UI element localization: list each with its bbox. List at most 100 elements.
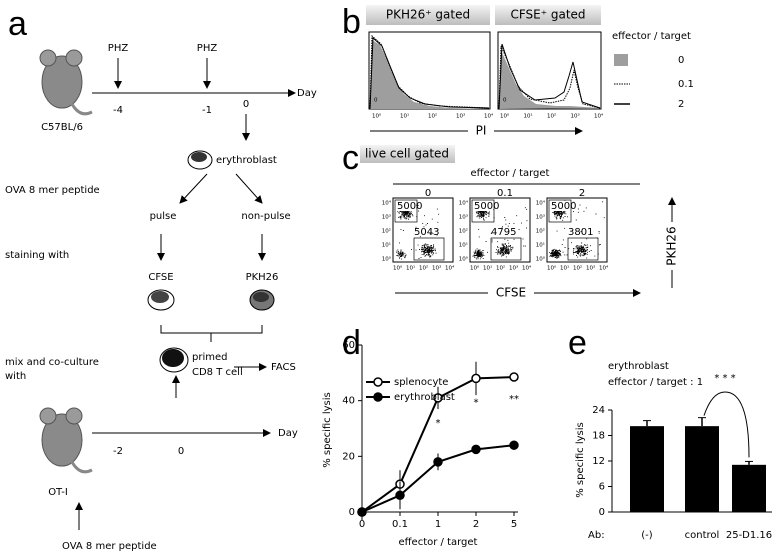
y-tick-label: 24	[592, 405, 605, 416]
x-tick-label: 10³	[586, 265, 595, 272]
x-tick-label: 0.1	[392, 519, 408, 530]
ratio-label: 2	[579, 188, 585, 199]
plot-frame	[469, 197, 531, 263]
y-tick-label: 10²	[382, 228, 391, 235]
header-box	[360, 145, 455, 163]
arrow	[179, 173, 208, 204]
x-tick-label: 10¹	[406, 265, 415, 272]
panel-label: c	[342, 139, 359, 177]
significance: * * *	[714, 373, 735, 384]
y-tick-label: 10⁰	[536, 256, 546, 263]
ratio-label: 0.1	[497, 188, 513, 199]
label-bg	[664, 222, 680, 270]
gate-count: 5000	[551, 201, 576, 212]
gate-header: PKH26⁺ gated	[386, 8, 470, 22]
time-unit: Day	[297, 88, 317, 99]
legend-title: effector / target	[612, 31, 691, 42]
step-label: staining with	[5, 250, 69, 261]
x-tick-label: 2	[473, 519, 479, 530]
x-tick-label: 0	[359, 519, 365, 530]
mouse-icon	[39, 49, 93, 116]
y-tick-label: 10³	[459, 214, 468, 221]
panel-label: e	[568, 324, 587, 362]
readout: FACS	[271, 362, 296, 373]
y-tick-label: 10²	[459, 228, 468, 235]
x-tick-label: 10²	[573, 265, 582, 272]
x-tick-label: 10¹	[560, 265, 569, 272]
data-point	[509, 372, 519, 382]
x-tick-label: 10⁰	[470, 265, 480, 272]
x-tick-label: 10⁴	[445, 265, 455, 272]
y-tick-label: 0	[349, 507, 355, 518]
y-tick-label: 10⁴	[459, 200, 469, 207]
x-tick-label: 10³	[456, 113, 465, 120]
x-tick-label: 10⁰	[500, 113, 510, 120]
y-axis-title: % specific lysis	[322, 392, 333, 468]
gate-count: 5000	[397, 201, 422, 212]
gate	[471, 199, 495, 223]
y-tick-label: 60	[342, 340, 355, 351]
day-tick: 0	[178, 446, 184, 457]
x-tick-label: 10³	[509, 265, 518, 272]
bar	[630, 426, 664, 512]
subtitle: effector / target : 1	[608, 377, 703, 388]
plot-frame	[392, 197, 454, 263]
bar	[732, 464, 766, 512]
y-tick-label: 10²	[536, 228, 545, 235]
y-tick-label: 10⁰	[459, 256, 469, 263]
panel-b: b PKH26⁺ gated CFSE⁺ gated 0 0 10⁰ 10⁰ 10¹…	[342, 3, 694, 138]
x-prefix: Ab:	[588, 530, 605, 541]
panel-label: d	[342, 324, 361, 362]
x-tick-label: 10²	[428, 113, 437, 120]
data-point	[471, 373, 481, 384]
y-tick-label: 6	[599, 482, 605, 493]
legend-label: 0.1	[678, 79, 694, 90]
branch-label: non-pulse	[241, 211, 290, 222]
histogram	[498, 43, 601, 110]
gate	[567, 237, 599, 261]
cell-icon	[187, 150, 213, 170]
legend-marker	[373, 392, 383, 402]
header-box	[495, 5, 601, 25]
x-tick-label: 10³	[571, 113, 580, 120]
stain-label: PKH26	[246, 272, 279, 283]
significance: *	[436, 418, 441, 429]
ratio-label: 0	[425, 188, 431, 199]
x-tick-label: 10¹	[483, 265, 492, 272]
gate-header: CFSE⁺ gated	[510, 8, 585, 22]
x-tick-label: 10²	[547, 113, 556, 120]
x-tick-label: 5	[511, 519, 517, 530]
gate-count: 3801	[568, 227, 593, 238]
arrow	[235, 173, 263, 204]
y-tick-label: 0	[599, 507, 605, 518]
y-tick-label: 10¹	[459, 242, 468, 249]
data-point	[357, 507, 367, 517]
y-tick-label: 20	[342, 451, 355, 462]
x-tick-label: 10⁴	[522, 265, 532, 272]
step-label: with	[5, 371, 26, 382]
significance: *	[474, 397, 479, 408]
plot-frame	[546, 197, 608, 263]
x-tick-label: 10¹	[400, 113, 409, 120]
gate	[394, 199, 418, 223]
panel-label: a	[8, 5, 27, 43]
panel-c: c live cell gated effector / target CFSE…	[342, 139, 680, 300]
day-tick: 0	[243, 99, 249, 110]
x-tick-label: 10⁰	[393, 265, 403, 272]
cell-icon	[147, 289, 175, 311]
legend-label: 0	[678, 55, 684, 66]
day-tick: -1	[202, 105, 212, 116]
histogram	[499, 50, 600, 109]
y-tick-label: 10⁴	[382, 200, 392, 207]
gate-count: 5000	[474, 201, 499, 212]
x-tick-label: 10⁴	[599, 265, 609, 272]
y-tick-label: 10⁰	[382, 256, 392, 263]
group-title: effector / target	[471, 168, 550, 179]
y-tick-label: 10³	[536, 214, 545, 221]
gate-count: 4795	[491, 227, 516, 238]
y-tick-label: 10⁴	[536, 200, 546, 207]
data-point	[433, 393, 443, 403]
histogram	[369, 36, 490, 110]
y-tick-label: 0	[374, 98, 378, 104]
cell-icon	[159, 347, 189, 373]
